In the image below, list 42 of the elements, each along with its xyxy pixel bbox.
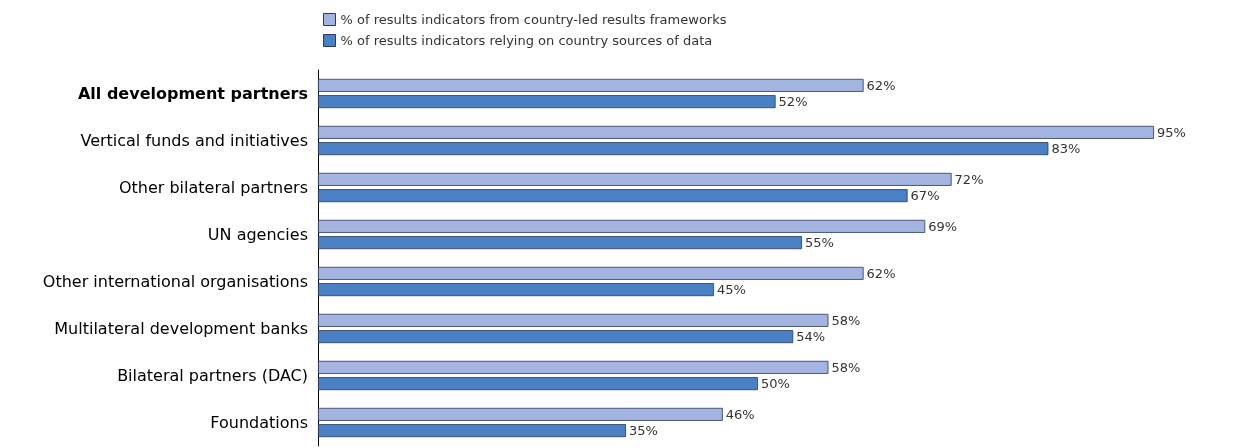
bar <box>318 330 794 344</box>
data-label: 67% <box>910 188 940 204</box>
bar <box>318 424 626 438</box>
data-label: 54% <box>796 329 826 345</box>
data-label: 35% <box>629 423 658 439</box>
data-label: 58% <box>831 359 861 375</box>
data-label: 72% <box>954 171 984 187</box>
data-label: 46% <box>725 406 755 422</box>
y-tick-label: Foundations <box>210 413 308 432</box>
data-label: 62% <box>866 265 896 281</box>
bar <box>318 142 1049 156</box>
data-label: 50% <box>761 376 790 392</box>
bar <box>318 172 952 186</box>
y-tick-label: Other international organisations <box>42 272 308 291</box>
bar <box>318 283 714 297</box>
bar <box>318 95 776 109</box>
data-label: 45% <box>717 282 746 298</box>
bar <box>318 266 864 280</box>
bar <box>318 377 758 391</box>
legend-label: % of results indicators relying on country sources of data <box>340 33 713 48</box>
data-label: 58% <box>831 312 861 328</box>
bar <box>318 407 723 421</box>
data-label: 52% <box>778 94 808 110</box>
data-label: 69% <box>928 218 958 234</box>
bar <box>318 125 1154 139</box>
data-label: 95% <box>1157 124 1186 140</box>
y-tick-label: Vertical funds and initiatives <box>80 131 308 150</box>
y-tick-label: Bilateral partners (DAC) <box>117 366 308 385</box>
data-label: 55% <box>805 235 834 251</box>
bar <box>318 78 864 92</box>
bar <box>318 313 829 327</box>
data-label: 62% <box>866 77 896 93</box>
bar <box>318 360 829 374</box>
bar <box>318 236 802 250</box>
bar <box>318 219 926 233</box>
y-tick-label: Other bilateral partners <box>118 178 308 197</box>
legend-label: % of results indicators from country-led results frameworks <box>340 12 727 27</box>
data-label: 83% <box>1051 141 1081 157</box>
y-tick-label: All development partners <box>77 84 308 103</box>
y-tick-label: Multilateral development banks <box>54 319 308 338</box>
y-tick-label: UN agencies <box>207 225 308 244</box>
bar <box>318 189 908 203</box>
